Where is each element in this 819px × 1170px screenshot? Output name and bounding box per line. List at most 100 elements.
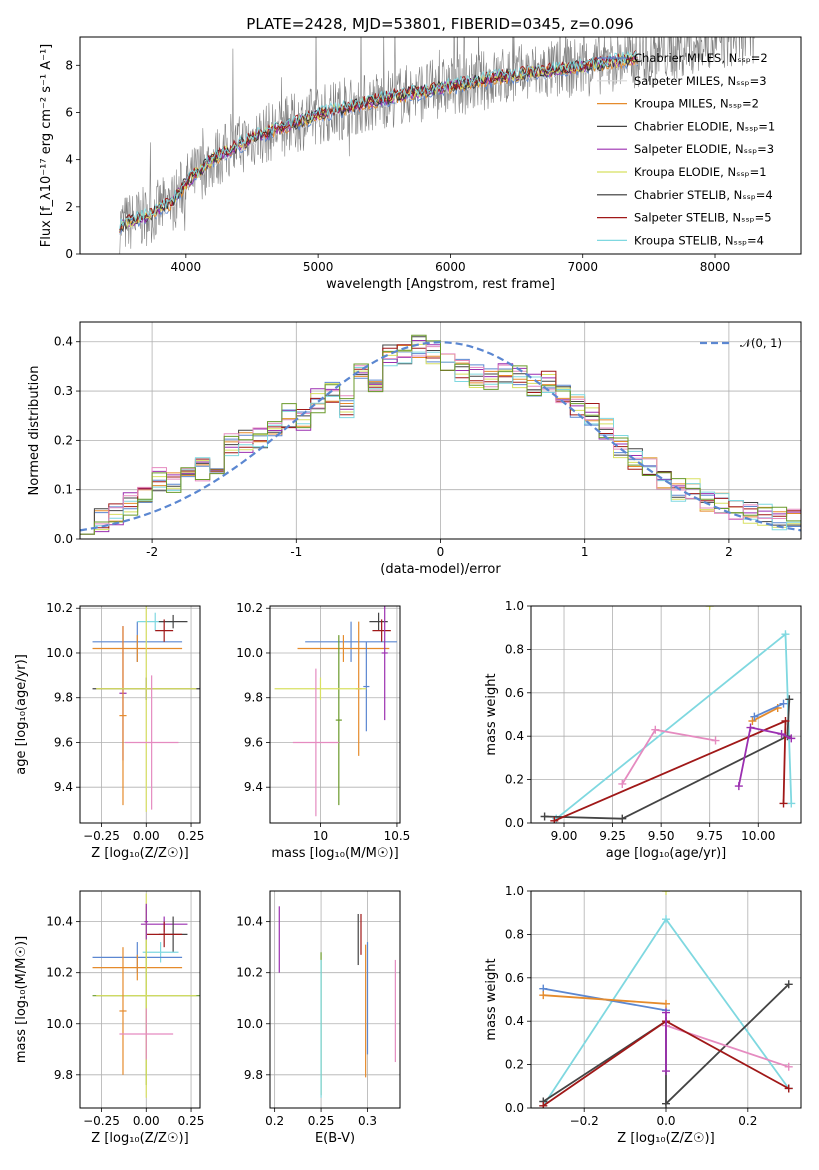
mass-weight-marker — [748, 717, 757, 726]
axes-frame — [269, 605, 401, 824]
x-tick-label: -1 — [290, 545, 302, 559]
x-tick-label: 10.00 — [741, 829, 775, 843]
mass-weight-line — [737, 726, 792, 787]
mass-weight-marker — [784, 980, 793, 989]
y-tick-label: 9.8 — [54, 691, 73, 705]
y-tick-label: 0.4 — [505, 1014, 524, 1028]
legend-label: Kroupa ELODIE, Nₛₛₚ=1 — [634, 165, 767, 179]
x-tick-label: 0.25 — [308, 1114, 335, 1128]
x-axis-label: (data-model)/error — [380, 562, 501, 577]
y-axis-label: Flux [f_λ10⁻¹⁷ erg cm⁻² s⁻¹ A⁻¹] — [39, 44, 54, 248]
axes-4: 10 10.5 9.4 9.6 9.8 10.0 10.2 mass [log₁₀(M/M☉)… — [236, 601, 410, 861]
y-tick-label: 0.1 — [54, 483, 73, 497]
legend-label: Kroupa MILES, Nₛₛₚ=2 — [634, 97, 759, 111]
x-tick-label: −0.25 — [83, 829, 120, 843]
y-tick-label: 9.6 — [54, 735, 73, 749]
legend-label: Salpeter STELIB, Nₛₛₚ=5 — [634, 211, 772, 225]
error-bar-point — [119, 1008, 174, 1060]
plot-area — [92, 606, 200, 812]
y-tick-label: 0.4 — [505, 729, 524, 743]
x-tick-label: 0.3 — [358, 1114, 377, 1128]
error-bar-point — [119, 947, 127, 1075]
plot-area — [540, 606, 796, 823]
y-tick-label: 0.8 — [505, 927, 524, 941]
axes-2: -2 -1 0 1 2 0.0 0.1 0.2 0.3 0.4 (data-model)/error… — [27, 321, 802, 577]
error-bar-point — [274, 677, 367, 700]
mass-weight-marker — [779, 699, 788, 708]
mass-weight-line — [555, 632, 793, 820]
mass-weight-marker — [662, 999, 670, 1008]
x-tick-label: 0.00 — [133, 1114, 160, 1128]
x-tick-label: 8000 — [700, 260, 731, 274]
x-tick-label: 0.25 — [178, 1114, 205, 1128]
mass-weight-marker — [785, 695, 794, 704]
y-tick-label: 9.8 — [54, 1068, 73, 1082]
mass-weight-marker — [539, 991, 548, 1000]
y-tick-label: 10.2 — [236, 601, 263, 615]
x-tick-label: 9.75 — [696, 829, 723, 843]
mass-weight-marker — [662, 915, 670, 924]
x-axis-label: Z [log₁₀(Z/Z☉)] — [617, 1131, 714, 1146]
mass-weight-marker — [618, 814, 627, 823]
x-axis-label: Z [log₁₀(Z/Z☉)] — [91, 1131, 188, 1146]
mass-weight-marker — [705, 606, 714, 610]
error-bar-point — [155, 619, 174, 642]
y-tick-label: 9.8 — [244, 691, 263, 705]
mass-weight-line — [544, 699, 791, 820]
histogram-step — [80, 334, 801, 535]
y-tick-label: 10.0 — [236, 1017, 263, 1031]
mass-weight-line — [754, 702, 784, 718]
axes-5: 9.00 9.25 9.50 9.75 10.00 0.0 0.2 0.4 0.6 0.8 1.0 a… — [484, 599, 802, 861]
plot-area — [119, 37, 755, 254]
x-tick-label: -2 — [146, 545, 158, 559]
error-bar-point — [297, 635, 390, 662]
legend-label: Salpeter MILES, Nₛₛₚ=3 — [634, 74, 767, 88]
mass-weight-marker — [550, 816, 559, 823]
y-tick-label: 4 — [65, 153, 73, 167]
mass-weight-marker — [618, 779, 627, 788]
y-tick-label: 6 — [65, 105, 73, 119]
axes-frame — [79, 890, 201, 1109]
mass-weight-marker — [662, 1099, 670, 1108]
mass-weight-marker — [781, 717, 790, 726]
x-tick-label: 2 — [725, 545, 733, 559]
plot-area — [274, 606, 397, 817]
error-bar-point — [158, 614, 188, 629]
y-tick-label: 0.2 — [505, 773, 524, 787]
axes-1: 4000 5000 6000 7000 8000 0 2 4 6 8 wavelength [Ang… — [39, 36, 802, 292]
y-tick-label: 0.4 — [54, 335, 73, 349]
legend: 𝒩(0, 1) — [700, 336, 782, 350]
legend-label: Kroupa STELIB, Nₛₛₚ=4 — [634, 233, 764, 247]
x-tick-label: 4000 — [171, 260, 202, 274]
error-bar-point — [381, 606, 388, 721]
figure-title: PLATE=2428, MJD=53801, FIBERID=0345, z=0… — [246, 15, 633, 33]
x-tick-label: 10 — [313, 829, 328, 843]
axes-frame — [269, 890, 401, 1109]
mass-weight-marker — [662, 1067, 670, 1076]
legend: Chabrier MILES, Nₛₛₚ=2 Salpeter MILES, Nₛ… — [597, 51, 775, 247]
mass-weight-marker — [651, 725, 660, 734]
axes-frame — [79, 36, 802, 255]
y-tick-label: 9.4 — [54, 780, 73, 794]
x-axis-label: mass [log₁₀(M/M☉)] — [271, 846, 398, 861]
axes-frame — [530, 605, 802, 824]
x-axis-label: age [log₁₀(age/yr)] — [606, 846, 727, 861]
mass-weight-marker — [777, 730, 786, 739]
mass-weight-line — [751, 707, 779, 722]
mass-weight-marker — [781, 630, 790, 639]
axes-frame — [79, 321, 802, 540]
mass-weight-marker — [779, 799, 788, 808]
y-tick-label: 1.0 — [505, 884, 524, 898]
y-tick-label: 1.0 — [505, 599, 524, 613]
y-tick-label: 9.6 — [244, 735, 263, 749]
mass-weight-line — [543, 994, 667, 1005]
error-bar-point — [372, 619, 391, 642]
error-bar-point — [335, 635, 342, 806]
y-tick-label: 10.2 — [46, 601, 73, 615]
error-bar-point — [96, 606, 197, 812]
x-tick-label: 0.2 — [738, 1114, 757, 1128]
x-tick-label: 0.00 — [133, 829, 160, 843]
mass-weight-marker — [540, 812, 549, 821]
mass-weight-marker — [734, 782, 743, 791]
y-tick-label: 10.2 — [46, 966, 73, 980]
